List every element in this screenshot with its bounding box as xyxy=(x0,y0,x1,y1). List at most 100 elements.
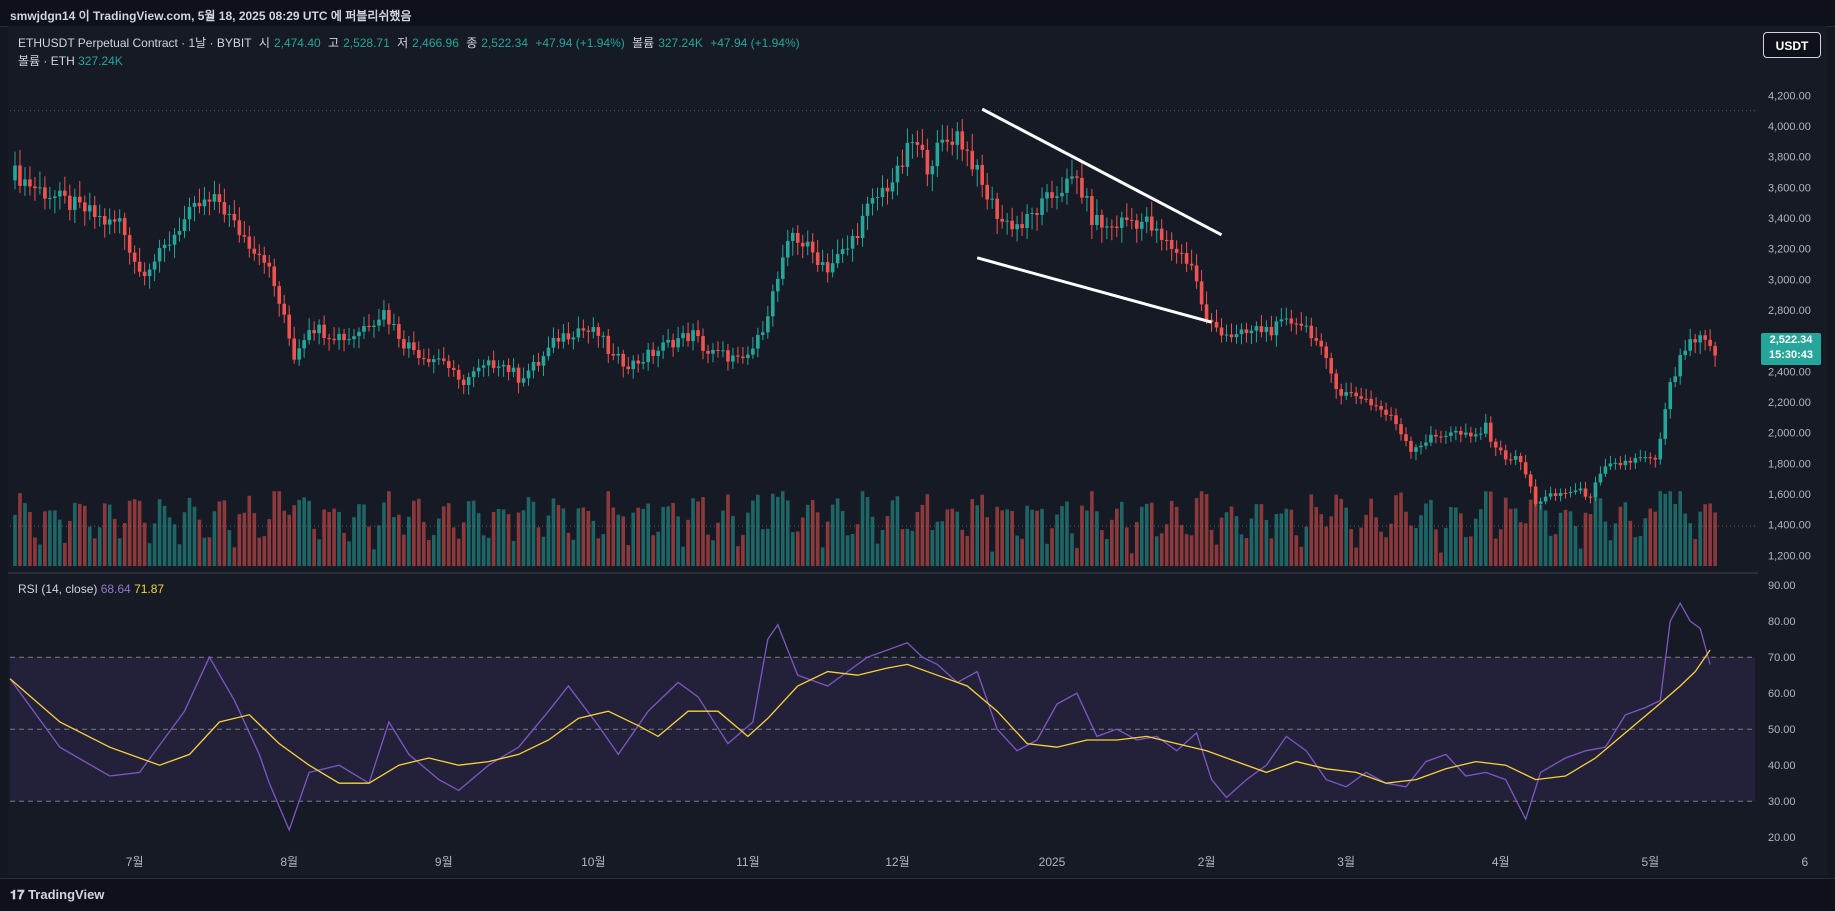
time-axis[interactable]: 7월 8월 9월 10월 11월 12월 2025 2월 3월 4월 5월 6 xyxy=(126,855,1809,869)
candle-body xyxy=(287,314,291,339)
volume-bar xyxy=(1478,509,1483,566)
volume-bar xyxy=(671,503,675,566)
last-price: 2,522.34 xyxy=(1769,334,1813,346)
volume-bar xyxy=(1259,504,1264,566)
candle-body xyxy=(895,165,900,183)
volume-bar xyxy=(656,531,660,566)
candle-body xyxy=(252,248,257,254)
volume-bar xyxy=(82,505,87,566)
candle-body xyxy=(392,324,396,326)
volume-bar xyxy=(397,514,401,566)
volume-bar xyxy=(362,504,366,566)
volume-bar xyxy=(915,512,920,566)
candle-body xyxy=(481,365,486,368)
volume-bar xyxy=(1653,511,1658,566)
volume-bar xyxy=(1005,509,1009,566)
volume-bar xyxy=(1125,527,1129,566)
candle-body xyxy=(78,196,82,203)
candle-body xyxy=(18,165,22,186)
volume-bar xyxy=(696,501,700,566)
price-axis[interactable]: 4,200.00 4,000.00 3,800.00 3,600.00 3,400.00… xyxy=(1768,90,1811,844)
volume-bar xyxy=(1000,510,1004,566)
symbol-name[interactable]: ETHUSDT Perpetual Contract · 1날 · BYBIT xyxy=(18,36,252,50)
trendlines[interactable] xyxy=(976,107,1223,324)
volume-study-label[interactable]: 볼륨 · ETH xyxy=(18,54,75,68)
volume-bar xyxy=(1414,528,1418,566)
rsi-value: 68.64 xyxy=(100,582,131,596)
candle-body xyxy=(1678,355,1683,377)
tv-icon: 𝟏𝟕 xyxy=(10,887,29,902)
pane-separator[interactable] xyxy=(8,572,1758,574)
candle-body xyxy=(1399,424,1403,435)
volume-bar xyxy=(1369,498,1373,566)
candle-body xyxy=(43,187,47,199)
candle-body xyxy=(117,218,122,222)
candle-body xyxy=(1259,326,1264,333)
volume-bar xyxy=(1548,535,1553,566)
volume-bar xyxy=(347,541,351,566)
candle-body xyxy=(1583,488,1588,497)
volume-study-value: 327.24K xyxy=(78,54,123,68)
volume-bar xyxy=(1523,523,1528,566)
candle-body xyxy=(82,202,87,212)
candle-body xyxy=(307,330,311,341)
volume-bar xyxy=(616,514,621,566)
candle-body xyxy=(1578,488,1583,491)
candle-body xyxy=(845,248,850,250)
volume-bar xyxy=(417,498,421,566)
candle-body xyxy=(412,342,416,350)
candle-body xyxy=(1234,334,1239,338)
volume-bar xyxy=(1334,494,1338,566)
volume-bar xyxy=(1060,506,1064,566)
volume-bar xyxy=(107,504,112,566)
candle-body xyxy=(1713,345,1717,356)
volume-bar xyxy=(875,543,880,566)
volume-bar xyxy=(297,499,301,566)
candle-body xyxy=(865,203,870,216)
candle-body xyxy=(1653,457,1658,460)
trendline-upper[interactable] xyxy=(981,107,1223,237)
candle-body xyxy=(526,370,531,379)
candle-body xyxy=(945,139,950,142)
volume-bar xyxy=(596,538,601,566)
volume-bar xyxy=(506,514,511,566)
candle-body xyxy=(1194,265,1199,282)
candle-body xyxy=(631,360,636,370)
currency-button[interactable]: USDT xyxy=(1763,32,1821,58)
volume-bar xyxy=(332,508,336,566)
volume-bar xyxy=(217,501,222,566)
candle-body xyxy=(1608,463,1613,467)
candle-body xyxy=(726,350,730,362)
candle-body xyxy=(1120,217,1124,228)
chart-frame[interactable] xyxy=(8,26,1827,876)
tradingview-logo[interactable]: 𝟏𝟕 TradingView xyxy=(10,887,104,903)
time-tick-label: 11월 xyxy=(736,855,760,869)
volume-bar xyxy=(805,504,810,566)
volume-bar xyxy=(1708,503,1712,566)
rsi-study-label[interactable]: RSI (14, close) xyxy=(18,582,98,596)
candle-body xyxy=(1179,252,1184,254)
candle-body xyxy=(347,339,351,341)
volume-bar xyxy=(531,501,536,566)
candle-body xyxy=(1309,325,1314,339)
volume-bar xyxy=(850,533,855,566)
volume-bar xyxy=(1020,538,1024,566)
volume-bar xyxy=(327,511,331,566)
volume-bar xyxy=(1314,507,1319,566)
trendline-lower[interactable] xyxy=(976,256,1212,324)
volume-bar xyxy=(63,543,67,566)
candle-body xyxy=(1129,219,1134,221)
candle-body xyxy=(1289,318,1294,324)
volume-bar xyxy=(486,537,491,566)
candle-body xyxy=(551,337,556,348)
time-tick-label: 7월 xyxy=(126,855,144,869)
candle-body xyxy=(102,215,107,225)
volume-bar xyxy=(1095,511,1099,566)
candle-body xyxy=(805,241,810,247)
volume-bar xyxy=(970,499,975,566)
candle-body xyxy=(1628,460,1633,463)
volume-bar xyxy=(461,522,466,566)
candle-body xyxy=(431,359,436,363)
candle-body xyxy=(910,142,915,144)
